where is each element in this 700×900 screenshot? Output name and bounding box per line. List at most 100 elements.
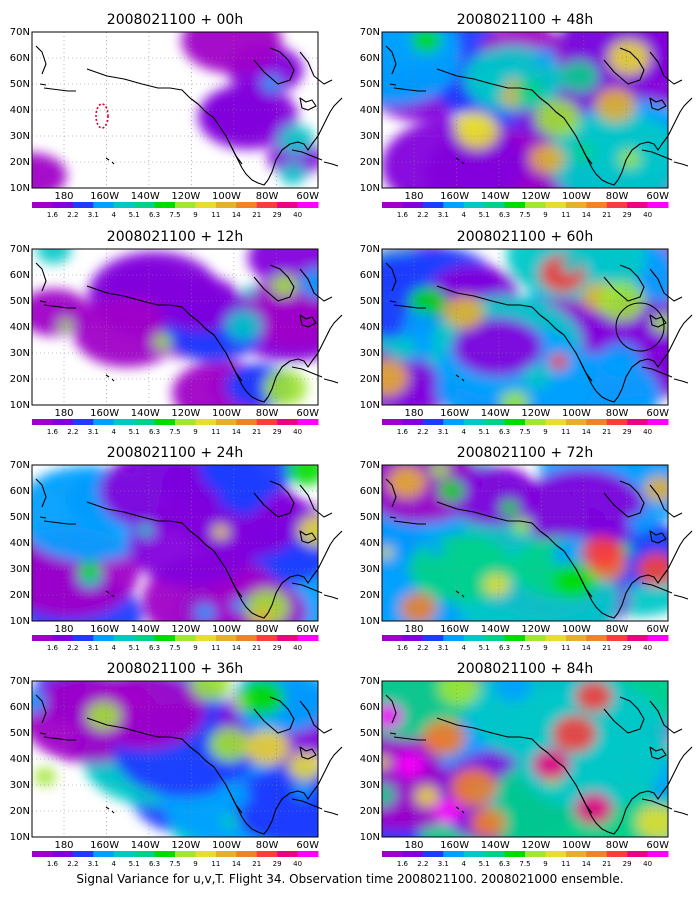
lon-tick-label: 120W: [171, 191, 200, 202]
colorbar-swatch: [195, 419, 217, 425]
colorbar-swatch: [484, 419, 506, 425]
colorbar-label: 5.1: [129, 860, 140, 868]
colorbar-label: 9: [193, 428, 197, 436]
colorbar-swatch: [134, 202, 156, 208]
colorbar-label: 4: [461, 644, 466, 652]
colorbar: 1.6 2.2 3.1 4 5.1 6.3 7.5 9 11 14 21 29 40: [382, 419, 669, 436]
colorbar-swatch: [463, 635, 485, 641]
lon-tick-label: 160W: [90, 840, 119, 851]
colorbar-label: 14: [232, 644, 241, 652]
colorbar-swatch: [586, 202, 608, 208]
colorbar-swatch: [647, 851, 669, 857]
colorbar-label: 5.1: [479, 211, 490, 219]
map-frame: [31, 464, 319, 622]
lon-tick-label: 60W: [646, 624, 669, 635]
variance-field: [382, 681, 668, 837]
colorbar-swatch: [297, 202, 319, 208]
colorbar-swatch: [402, 851, 424, 857]
lon-tick-label: 60W: [296, 840, 319, 851]
lat-tick-label: 10N: [360, 400, 380, 411]
lon-tick-label: 140W: [131, 624, 160, 635]
lon-tick-label: 160W: [90, 624, 119, 635]
lon-tick-label: 60W: [296, 408, 319, 419]
colorbar-label: 40: [293, 860, 302, 868]
colorbar: 1.6 2.2 3.1 4 5.1 6.3 7.5 9 11 14 21 29 40: [32, 851, 319, 868]
colorbar-swatch: [525, 419, 546, 425]
colorbar-label: 4: [111, 644, 116, 652]
colorbar-swatch: [606, 635, 628, 641]
colorbar-label: 3.1: [438, 428, 449, 436]
colorbar-swatch: [277, 419, 299, 425]
colorbar-label: 9: [543, 644, 547, 652]
lon-tick-label: 140W: [131, 191, 160, 202]
colorbar-label: 29: [273, 644, 282, 652]
colorbar-label: 3.1: [88, 644, 99, 652]
lon-tick-label: 160W: [440, 840, 469, 851]
lon-tick-label: 60W: [296, 624, 319, 635]
colorbar-label: 1.6: [47, 428, 59, 436]
colorbar-swatch: [545, 851, 567, 857]
lat-tick-label: 40N: [10, 754, 30, 765]
lon-tick-label: 80W: [256, 840, 279, 851]
colorbar-swatch: [175, 851, 196, 857]
colorbar-swatch: [72, 419, 94, 425]
colorbar-label: 40: [293, 644, 302, 652]
colorbar-label: 4: [461, 428, 466, 436]
colorbar-swatch: [195, 202, 217, 208]
colorbar-label: 6.3: [149, 428, 160, 436]
lat-tick-label: 30N: [10, 564, 30, 575]
map-frame: [381, 31, 669, 189]
lon-tick-label: 100W: [212, 840, 241, 851]
colorbar-label: 6.3: [499, 644, 510, 652]
colorbar-swatch: [627, 851, 649, 857]
colorbar-label: 7.5: [519, 428, 530, 436]
lat-tick-label: 60N: [10, 486, 30, 497]
colorbar-swatch: [525, 635, 546, 641]
lon-tick-label: 80W: [256, 624, 279, 635]
lon-tick-label: 120W: [521, 408, 550, 419]
colorbar-label: 14: [232, 428, 241, 436]
colorbar-label: 29: [623, 428, 632, 436]
colorbar-swatch: [565, 635, 587, 641]
colorbar-label: 9: [193, 644, 197, 652]
lon-tick-label: 120W: [521, 840, 550, 851]
colorbar-label: 1.6: [397, 211, 409, 219]
lat-tick-label: 40N: [360, 105, 380, 116]
lat-tick-label: 30N: [360, 780, 380, 791]
variance-field: [382, 32, 668, 188]
lat-tick-label: 50N: [360, 512, 380, 523]
colorbar: 1.6 2.2 3.1 4 5.1 6.3 7.5 9 11 14 21 29 40: [32, 419, 319, 436]
lat-tick-label: 10N: [10, 832, 30, 843]
lat-tick-label: 30N: [360, 564, 380, 575]
colorbar-label: 1.6: [47, 211, 59, 219]
map-panel: 2008021100 + 60h 70N 60N 50N 40N 30N 20N 10N 180…: [360, 229, 693, 436]
colorbar-label: 11: [211, 428, 220, 436]
map-panel: 2008021100 + 36h 70N 60N 50N 40N 30N 20N 10N 180…: [10, 661, 343, 868]
colorbar-label: 3.1: [438, 211, 449, 219]
colorbar-swatch: [154, 851, 176, 857]
colorbar-label: 2.2: [417, 211, 428, 219]
colorbar-label: 40: [643, 211, 652, 219]
colorbar: 1.6 2.2 3.1 4 5.1 6.3 7.5 9 11 14 21 29 40: [382, 202, 669, 219]
colorbar-swatch: [277, 851, 299, 857]
colorbar-swatch: [93, 635, 115, 641]
map-panel: 2008021100 + 84h 70N 60N 50N 40N 30N 20N 10N 180…: [360, 661, 693, 868]
colorbar-swatch: [422, 202, 444, 208]
lon-tick-label: 100W: [562, 624, 591, 635]
lon-tick-label: 160W: [90, 408, 119, 419]
colorbar-label: 2.2: [67, 644, 78, 652]
lat-tick-label: 60N: [360, 270, 380, 281]
colorbar-label: 5.1: [129, 428, 140, 436]
colorbar-swatch: [586, 635, 608, 641]
colorbar-swatch: [443, 851, 465, 857]
colorbar-label: 5.1: [479, 860, 490, 868]
colorbar-label: 5.1: [479, 644, 490, 652]
panel-title: 2008021100 + 00h: [107, 12, 243, 28]
lat-tick-label: 10N: [10, 616, 30, 627]
colorbar-swatch: [504, 851, 526, 857]
lat-tick-label: 40N: [360, 322, 380, 333]
map-frame: [31, 31, 319, 189]
colorbar-label: 21: [252, 211, 261, 219]
lat-tick-label: 40N: [10, 538, 30, 549]
